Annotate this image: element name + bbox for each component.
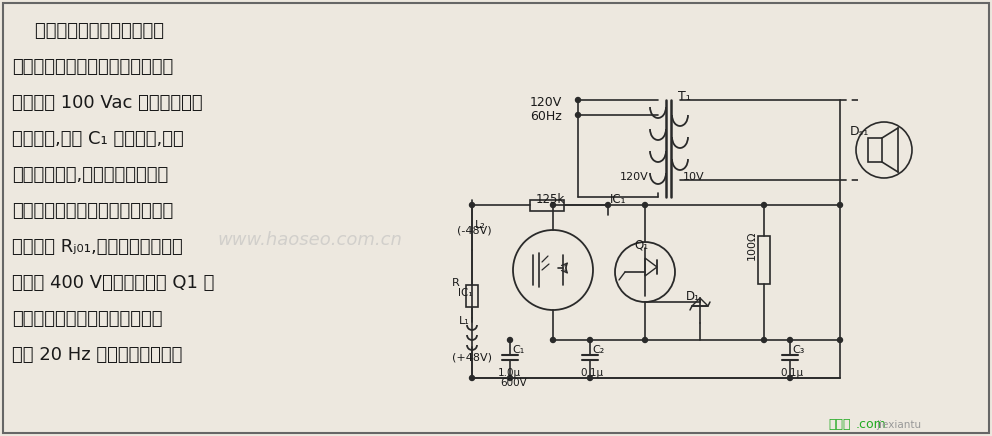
Circle shape (469, 375, 474, 381)
Text: 线变压器初级串联提供了电话系: 线变压器初级串联提供了电话系 (12, 310, 163, 328)
Text: 氖光灯在 100 Vac 振铃信号时能: 氖光灯在 100 Vac 振铃信号时能 (12, 94, 202, 112)
Circle shape (762, 202, 767, 208)
Bar (758, 236, 770, 284)
Circle shape (508, 375, 513, 381)
Text: 电话线发声时,在电池电压范围内: 电话线发声时,在电池电压范围内 (12, 166, 169, 184)
Text: .com: .com (856, 418, 887, 431)
Text: C₃: C₃ (792, 345, 805, 355)
Text: 使用氖光灯和光敏电阻的光: 使用氖光灯和光敏电阻的光 (12, 22, 164, 40)
Circle shape (788, 337, 793, 343)
Circle shape (551, 202, 556, 208)
Circle shape (788, 375, 793, 381)
Text: L₁: L₁ (459, 316, 470, 326)
Text: 统对 20 Hz 振铃频率的同步。: 统对 20 Hz 振铃频率的同步。 (12, 346, 183, 364)
Text: (+48V): (+48V) (452, 352, 492, 362)
Text: 100Ω: 100Ω (747, 230, 757, 259)
Text: 0.1μ: 0.1μ (580, 368, 603, 378)
Text: www.haoseo.com.cn: www.haoseo.com.cn (217, 231, 403, 249)
Text: Q₁: Q₁ (634, 238, 648, 251)
Circle shape (837, 337, 842, 343)
Circle shape (587, 337, 592, 343)
Text: R: R (452, 278, 459, 288)
Text: T₁: T₁ (678, 90, 690, 103)
Text: 可降到 400 V。可控硅开关 Q1 与: 可降到 400 V。可控硅开关 Q1 与 (12, 274, 214, 292)
Text: 可靠发光,同时 C₁ 产生隔离,以防: 可靠发光,同时 C₁ 产生隔离,以防 (12, 130, 184, 148)
Text: 125k: 125k (536, 193, 565, 206)
Circle shape (643, 337, 648, 343)
Text: IC₁: IC₁ (458, 288, 472, 298)
Circle shape (837, 202, 842, 208)
Text: 挂线图: 挂线图 (828, 418, 850, 431)
Circle shape (587, 375, 592, 381)
Circle shape (643, 202, 648, 208)
Text: IC₁: IC₁ (610, 193, 627, 206)
Text: 隔离器作为电话线和铃间的接口。: 隔离器作为电话线和铃间的接口。 (12, 58, 174, 76)
Text: 120V: 120V (620, 172, 649, 182)
Text: D₁: D₁ (686, 290, 700, 303)
Circle shape (605, 202, 610, 208)
Text: 0.1μ: 0.1μ (780, 368, 804, 378)
Bar (466, 285, 478, 307)
Text: 600V: 600V (500, 378, 527, 388)
Text: 1.0μ: 1.0μ (498, 368, 521, 378)
Text: 10V: 10V (683, 172, 704, 182)
Circle shape (551, 337, 556, 343)
Circle shape (508, 337, 513, 343)
Circle shape (762, 337, 767, 343)
Bar (530, 200, 564, 211)
Text: 压敏电阻 Rⱼ₀₁,电容器的额定电压: 压敏电阻 Rⱼ₀₁,电容器的额定电压 (12, 238, 183, 256)
Text: 120V: 120V (530, 96, 562, 109)
Circle shape (575, 98, 580, 102)
Text: 60Hz: 60Hz (530, 110, 561, 123)
Text: L₂: L₂ (475, 220, 486, 230)
Text: Dₛ₁: Dₛ₁ (850, 125, 869, 138)
Text: jiexiantu: jiexiantu (876, 420, 922, 430)
Text: (-48V): (-48V) (457, 225, 492, 235)
Bar (868, 138, 882, 162)
Text: C₁: C₁ (512, 345, 524, 355)
Circle shape (469, 202, 474, 208)
Circle shape (575, 112, 580, 117)
Text: 的保持电压门锁线路。假如使用了: 的保持电压门锁线路。假如使用了 (12, 202, 174, 220)
Text: C₂: C₂ (592, 345, 604, 355)
